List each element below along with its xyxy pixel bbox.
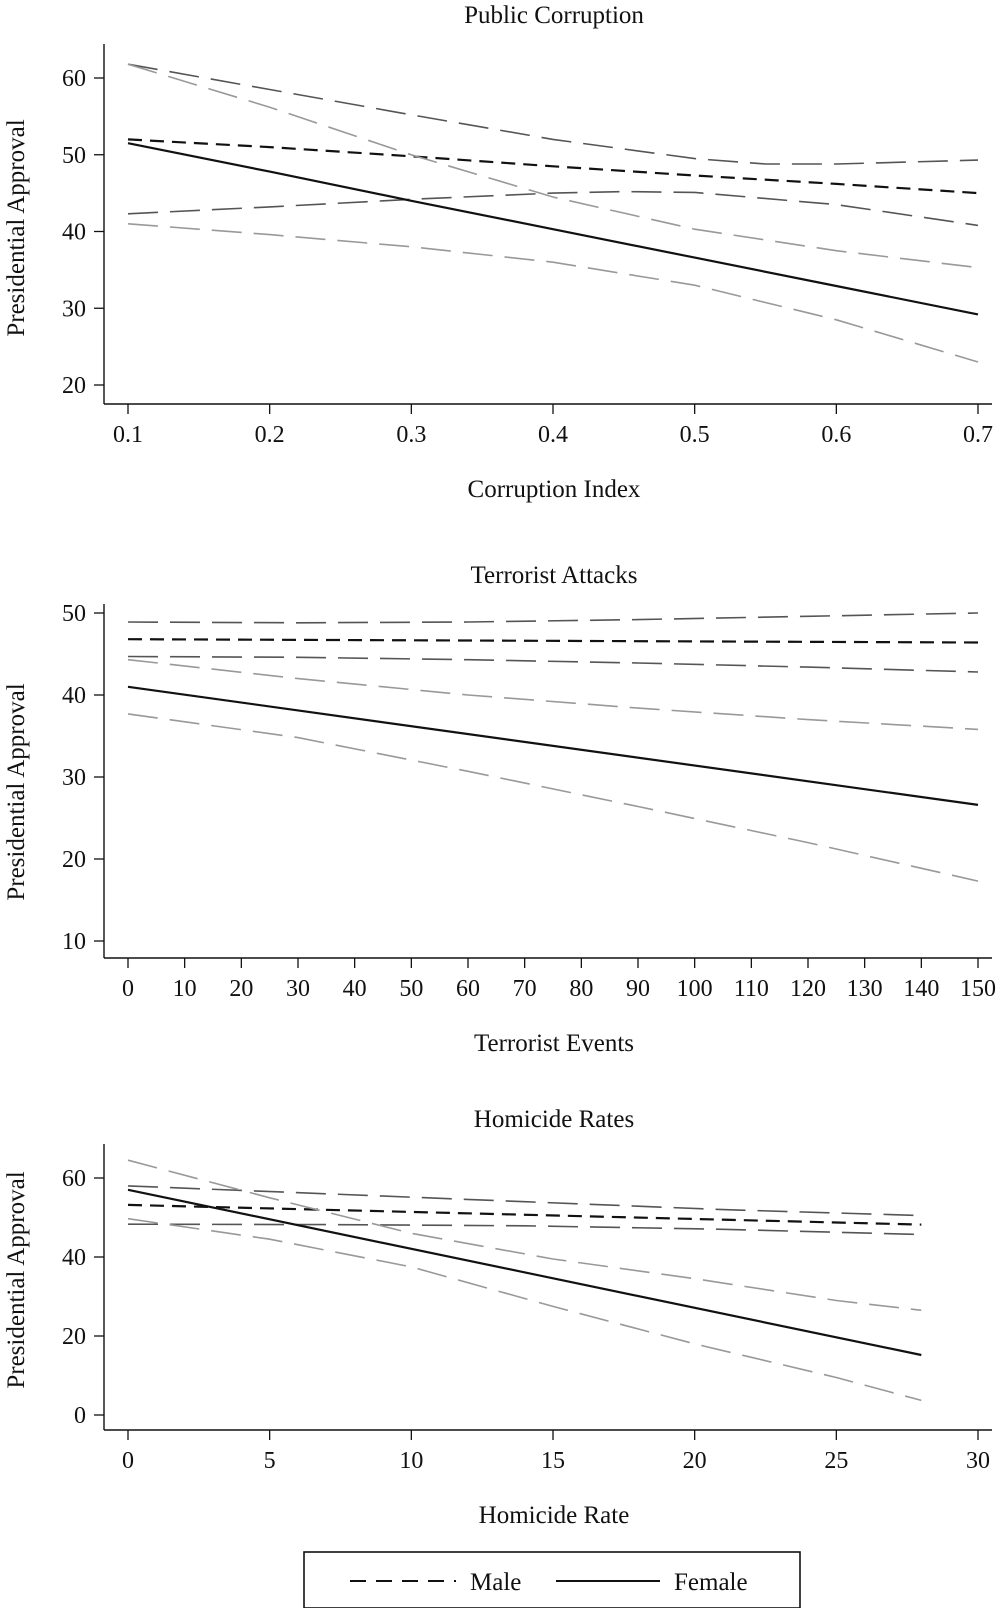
panel-title: Homicide Rates (474, 1106, 634, 1133)
panel-terrorist-attacks: Terrorist Attacks 10 20 30 40 50 0 10 20 30 40 50… (3, 562, 996, 1057)
series-line-female (127, 142, 979, 316)
y-tick-label: 50 (62, 601, 86, 627)
x-tick-label: 40 (343, 976, 367, 1002)
x-tick-label: 20 (683, 1448, 707, 1474)
series-line-female (127, 1188, 922, 1357)
y-axis-label: Presidential Approval (3, 119, 30, 336)
ci-line-male-lower (127, 190, 979, 227)
x-tick-label: 100 (677, 976, 713, 1002)
x-tick-label: 110 (734, 976, 769, 1002)
x-tick-label: 130 (847, 976, 883, 1002)
x-tick-label: 0.4 (538, 422, 568, 448)
series-line-male (127, 138, 979, 195)
x-ticks: 0 10 20 30 40 50 60 70 80 90 100 110 120 130 140 150 (122, 958, 996, 1002)
x-tick-label: 0.6 (821, 422, 851, 448)
y-tick-label: 60 (62, 1166, 86, 1192)
y-axis-label: Presidential Approval (3, 1171, 30, 1388)
y-ticks: 10 20 30 40 50 (62, 601, 104, 955)
x-tick-label: 15 (541, 1448, 565, 1474)
x-tick-label: 80 (569, 976, 593, 1002)
legend-label-female: Female (674, 1569, 748, 1596)
x-ticks: 0.1 0.2 0.3 0.4 0.5 0.6 0.7 (113, 404, 993, 448)
ci-line-male-upper (127, 63, 979, 165)
ci-line-male-upper (127, 1185, 922, 1217)
x-tick-label: 0 (122, 976, 134, 1002)
x-tick-label: 20 (229, 976, 253, 1002)
x-tick-label: 150 (960, 976, 996, 1002)
x-tick-label: 30 (286, 976, 310, 1002)
y-tick-label: 20 (62, 1324, 86, 1350)
legend-label-male: Male (470, 1569, 521, 1596)
legend-box (303, 1551, 801, 1608)
legend: Male Female (303, 1551, 801, 1608)
x-tick-label: 60 (456, 976, 480, 1002)
y-ticks: 20 30 40 50 60 (62, 66, 104, 399)
series-line-male (127, 1203, 922, 1226)
x-tick-label: 0.5 (680, 422, 710, 448)
ci-line-female-upper (127, 63, 979, 269)
x-tick-label: 5 (264, 1448, 276, 1474)
x-tick-label: 0.2 (255, 422, 285, 448)
y-tick-label: 20 (62, 847, 86, 873)
y-tick-label: 30 (62, 765, 86, 791)
x-tick-label: 120 (790, 976, 826, 1002)
y-tick-label: 40 (62, 1245, 86, 1271)
x-tick-label: 10 (399, 1448, 423, 1474)
x-ticks: 0 5 10 15 20 25 30 (122, 1430, 990, 1474)
ci-line-female-lower (127, 1217, 922, 1402)
series-line-female (127, 685, 979, 806)
x-axis-label: Homicide Rate (479, 1502, 630, 1529)
ci-line-female-upper (127, 658, 979, 731)
ci-line-male-lower (127, 1223, 922, 1236)
x-tick-label: 10 (173, 976, 197, 1002)
y-tick-label: 50 (62, 143, 86, 169)
ci-line-female-lower (127, 223, 979, 363)
x-tick-label: 0.3 (396, 422, 426, 448)
x-tick-label: 30 (966, 1448, 990, 1474)
x-tick-label: 0.7 (963, 422, 993, 448)
y-tick-label: 30 (62, 296, 86, 322)
ci-line-female-lower (127, 713, 979, 882)
y-ticks: 0 20 40 60 (62, 1166, 104, 1429)
x-axis-label: Terrorist Events (474, 1030, 634, 1057)
x-tick-label: 140 (903, 976, 939, 1002)
x-tick-label: 50 (399, 976, 423, 1002)
ci-line-male-lower (127, 655, 979, 673)
series-lines (127, 612, 979, 882)
x-tick-label: 90 (626, 976, 650, 1002)
y-axis-label: Presidential Approval (3, 683, 30, 900)
y-tick-label: 40 (62, 683, 86, 709)
y-tick-label: 40 (62, 220, 86, 246)
series-lines (127, 1159, 922, 1402)
ci-line-male-upper (127, 612, 979, 624)
series-line-male (127, 638, 979, 644)
y-tick-label: 60 (62, 66, 86, 92)
x-tick-label: 0.1 (113, 422, 143, 448)
x-axis-label: Corruption Index (468, 476, 641, 503)
panel-title: Terrorist Attacks (471, 562, 638, 589)
x-tick-label: 25 (824, 1448, 848, 1474)
panel-homicide-rates: Homicide Rates 0 20 40 60 0 5 10 15 20 25 30 Pres… (3, 1106, 992, 1529)
x-tick-label: 0 (122, 1448, 134, 1474)
y-tick-label: 20 (62, 373, 86, 399)
series-lines (127, 63, 979, 363)
ci-line-female-upper (127, 1159, 922, 1312)
y-tick-label: 10 (62, 929, 86, 955)
y-tick-label: 0 (74, 1403, 86, 1429)
panel-title: Public Corruption (464, 2, 644, 29)
x-tick-label: 70 (513, 976, 537, 1002)
